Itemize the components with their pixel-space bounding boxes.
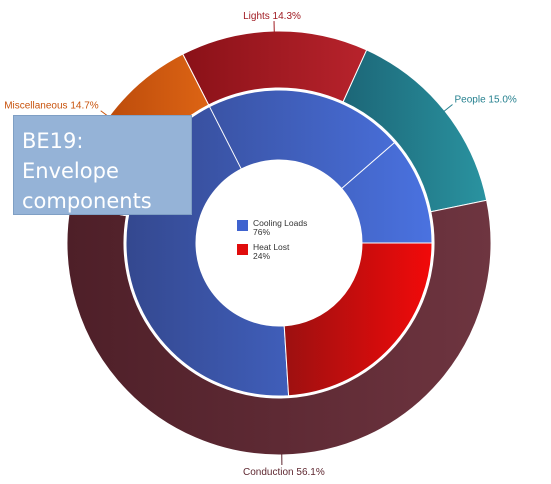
slice-label-conduction: Conduction 56.1% <box>243 467 325 478</box>
legend-value-heat-lost: 24% <box>253 251 271 261</box>
inner-divider-2 <box>341 142 395 189</box>
slice-label-miscellaneous: Miscellaneous 14.7% <box>4 101 99 112</box>
legend-value-cooling-loads: 76% <box>253 227 271 237</box>
donut-hole <box>196 160 362 326</box>
legend-item-cooling-loads[interactable]: Cooling Loads 76% <box>237 219 307 237</box>
legend-swatch-heat-lost <box>237 244 248 255</box>
inner-ring-legend: Cooling Loads 76% Heat Lost 24% <box>237 219 307 267</box>
callout-line-1: BE19: Envelope <box>22 129 119 183</box>
outer-slice-conduction[interactable] <box>66 199 492 456</box>
slice-label-lights: Lights 14.3% <box>243 11 301 22</box>
legend-label-cooling-loads: Cooling Loads <box>253 218 308 228</box>
legend-label-heat-lost: Heat Lost <box>253 242 290 252</box>
leader-line-people <box>442 104 453 113</box>
legend-swatch-cooling-loads <box>237 220 248 231</box>
callout-line-2: components <box>22 189 152 213</box>
legend-item-heat-lost[interactable]: Heat Lost 24% <box>237 243 307 261</box>
slice-label-people: People 15.0% <box>455 95 517 106</box>
inner-divider-1 <box>209 106 242 170</box>
callout-box: BE19: Envelope components <box>13 115 192 215</box>
